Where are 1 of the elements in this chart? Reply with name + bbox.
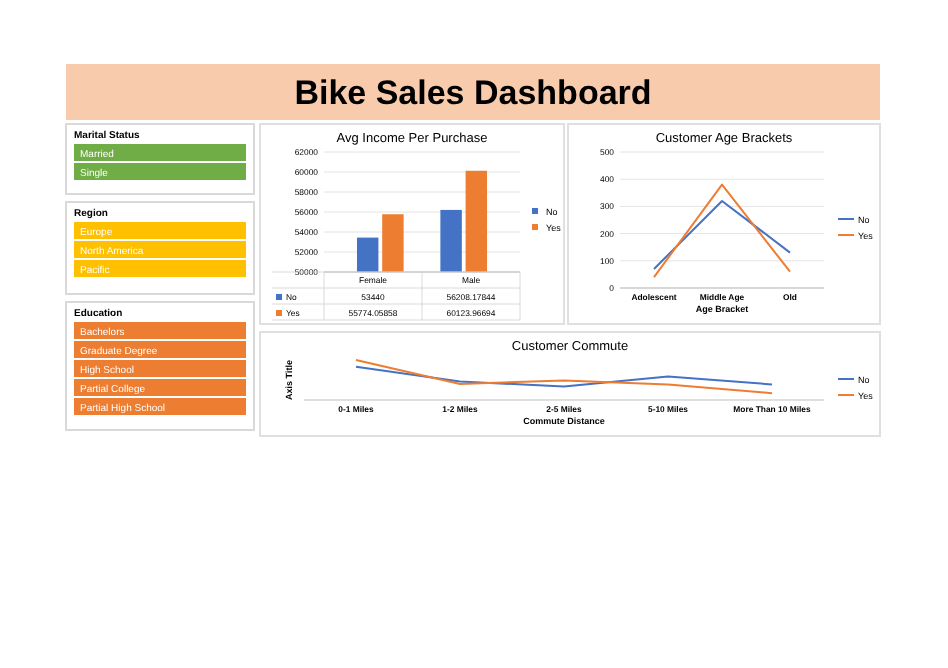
text: Bike Sales Dashboard — [294, 74, 652, 112]
